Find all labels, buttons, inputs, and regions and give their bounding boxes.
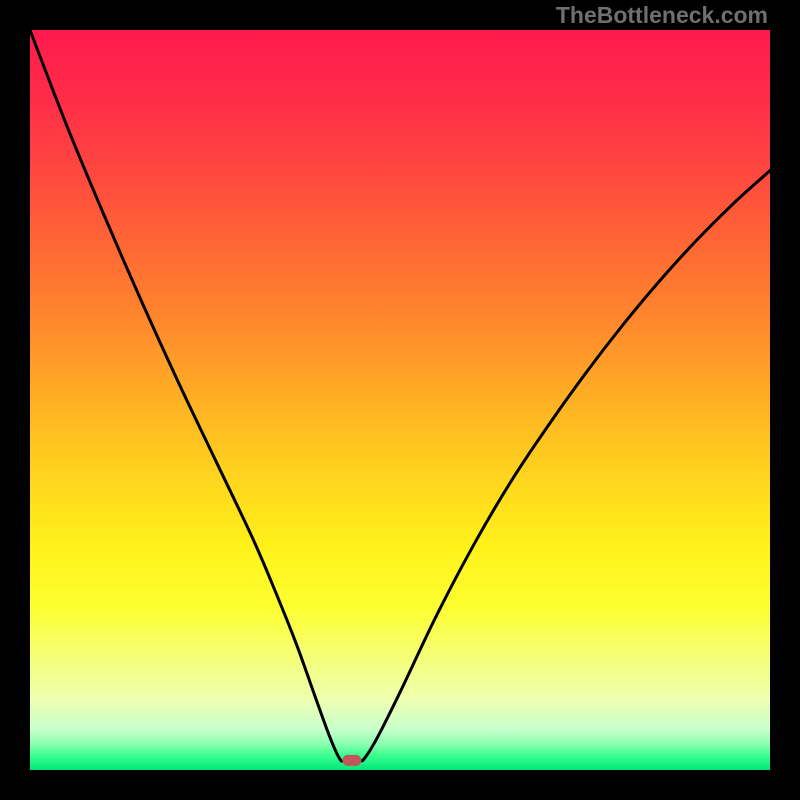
optimal-marker [342,755,361,765]
plot-area [30,30,770,770]
watermark-text: TheBottleneck.com [556,2,768,29]
chart-frame: TheBottleneck.com [0,0,800,800]
